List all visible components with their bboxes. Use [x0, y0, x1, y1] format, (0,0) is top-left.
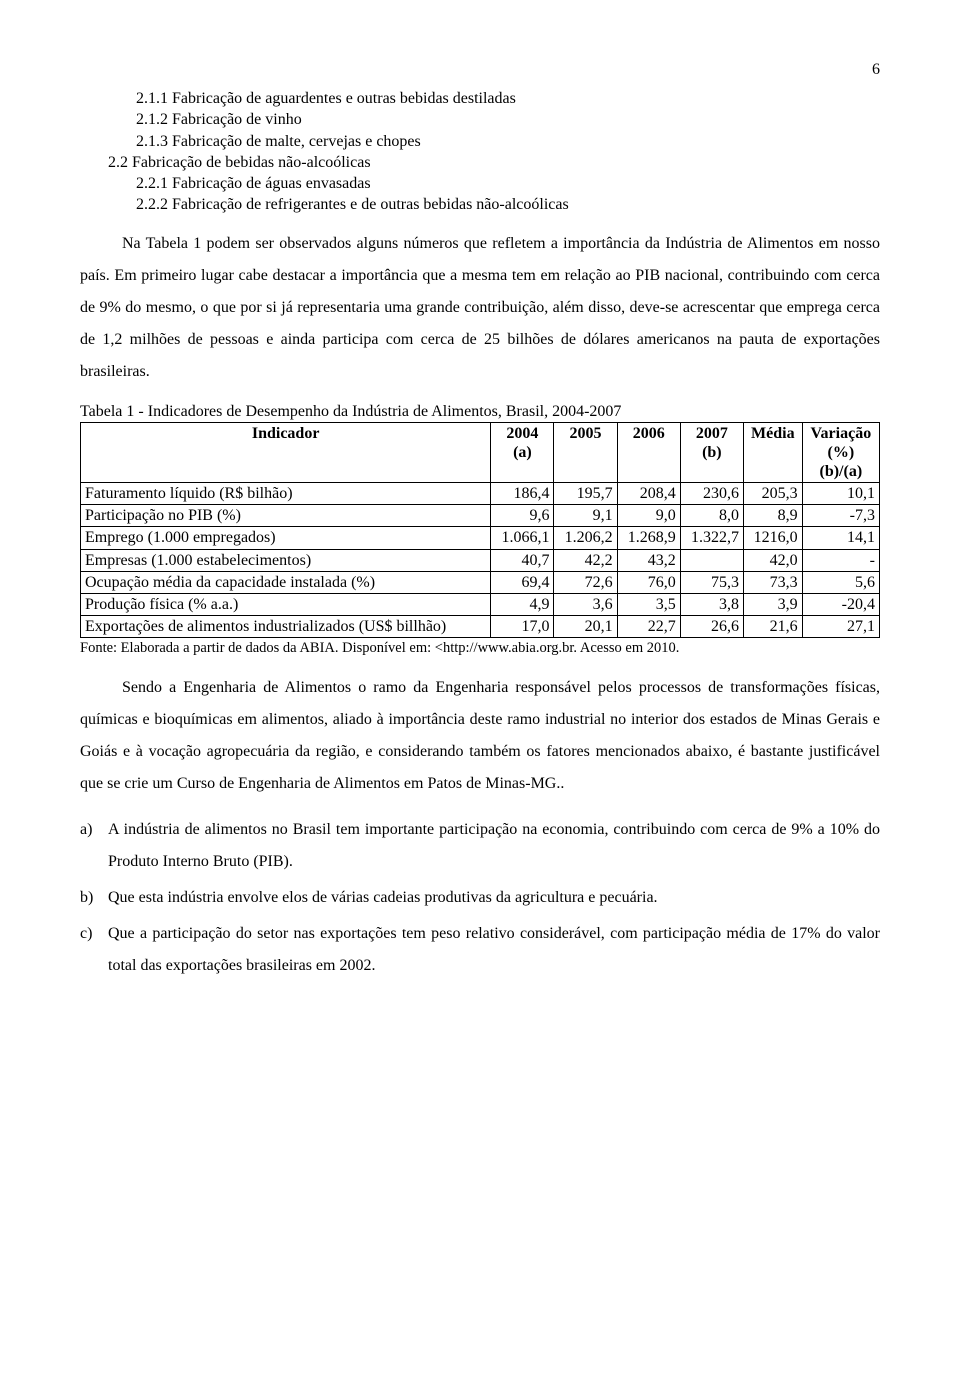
table-row: Produção física (% a.a.)4,93,63,53,83,9-… — [81, 594, 880, 616]
table-caption: Tabela 1 - Indicadores de Desempenho da … — [80, 402, 880, 421]
outline-item: 2.2.2 Fabricação de refrigerantes e de o… — [80, 195, 880, 214]
table-source-note: Fonte: Elaborada a partir de dados da AB… — [80, 640, 880, 657]
cell: 8,9 — [743, 505, 802, 527]
cell: 8,0 — [680, 505, 743, 527]
cell: 75,3 — [680, 571, 743, 593]
cell: 14,1 — [802, 527, 879, 549]
list-item-a: a)A indústria de alimentos no Brasil tem… — [80, 814, 880, 878]
cell: -20,4 — [802, 594, 879, 616]
body-paragraph: Na Tabela 1 podem ser observados alguns … — [80, 228, 880, 388]
cell: 9,1 — [554, 505, 617, 527]
cell: 1.206,2 — [554, 527, 617, 549]
outline-item: 2.2.1 Fabricação de águas envasadas — [80, 174, 880, 193]
cell: 208,4 — [617, 483, 680, 505]
cell: 9,0 — [617, 505, 680, 527]
cell: 3,9 — [743, 594, 802, 616]
cell: 205,3 — [743, 483, 802, 505]
cell: 73,3 — [743, 571, 802, 593]
col-header: 2005 — [554, 422, 617, 483]
row-label: Ocupação média da capacidade instalada (… — [81, 571, 491, 593]
cell: 3,8 — [680, 594, 743, 616]
cell: 72,6 — [554, 571, 617, 593]
col-header: Variação (%) (b)/(a) — [802, 422, 879, 483]
cell: 20,1 — [554, 616, 617, 638]
cell: 3,6 — [554, 594, 617, 616]
cell: -7,3 — [802, 505, 879, 527]
list-item-b: b)Que esta indústria envolve elos de vár… — [80, 882, 880, 914]
col-header: 2006 — [617, 422, 680, 483]
cell: 230,6 — [680, 483, 743, 505]
cell: 1.268,9 — [617, 527, 680, 549]
cell: 186,4 — [491, 483, 554, 505]
col-header: Indicador — [81, 422, 491, 483]
row-label: Produção física (% a.a.) — [81, 594, 491, 616]
row-label: Empresas (1.000 estabelecimentos) — [81, 549, 491, 571]
col-header: 2004 (a) — [491, 422, 554, 483]
list-item-c: c)Que a participação do setor nas export… — [80, 918, 880, 982]
table-row: Faturamento líquido (R$ bilhão)186,4195,… — [81, 483, 880, 505]
outline-item: 2.1.3 Fabricação de malte, cervejas e ch… — [80, 132, 880, 151]
cell: 10,1 — [802, 483, 879, 505]
table-row: Exportações de alimentos industrializado… — [81, 616, 880, 638]
table-row: Participação no PIB (%)9,69,19,08,08,9-7… — [81, 505, 880, 527]
cell: 5,6 — [802, 571, 879, 593]
cell: 1.322,7 — [680, 527, 743, 549]
cell: 3,5 — [617, 594, 680, 616]
cell: 69,4 — [491, 571, 554, 593]
cell: 1216,0 — [743, 527, 802, 549]
page-number: 6 — [80, 60, 880, 79]
table-row: Emprego (1.000 empregados)1.066,11.206,2… — [81, 527, 880, 549]
cell: 17,0 — [491, 616, 554, 638]
cell: 1.066,1 — [491, 527, 554, 549]
cell: 22,7 — [617, 616, 680, 638]
table-row: Empresas (1.000 estabelecimentos)40,742,… — [81, 549, 880, 571]
cell: 26,6 — [680, 616, 743, 638]
cell: - — [802, 549, 879, 571]
outline-item: 2.2 Fabricação de bebidas não-alcoólicas — [80, 153, 880, 172]
cell: 27,1 — [802, 616, 879, 638]
outline-item: 2.1.1 Fabricação de aguardentes e outras… — [80, 89, 880, 108]
cell: 42,0 — [743, 549, 802, 571]
row-label: Faturamento líquido (R$ bilhão) — [81, 483, 491, 505]
outline-item: 2.1.2 Fabricação de vinho — [80, 110, 880, 129]
cell: 43,2 — [617, 549, 680, 571]
row-label: Exportações de alimentos industrializado… — [81, 616, 491, 638]
cell: 9,6 — [491, 505, 554, 527]
cell: 4,9 — [491, 594, 554, 616]
cell: 76,0 — [617, 571, 680, 593]
row-label: Participação no PIB (%) — [81, 505, 491, 527]
col-header: 2007 (b) — [680, 422, 743, 483]
row-label: Emprego (1.000 empregados) — [81, 527, 491, 549]
cell: 21,6 — [743, 616, 802, 638]
indicators-table: Indicador 2004 (a) 2005 2006 2007 (b) Mé… — [80, 422, 880, 639]
table-row: Ocupação média da capacidade instalada (… — [81, 571, 880, 593]
cell — [680, 549, 743, 571]
body-paragraph: Sendo a Engenharia de Alimentos o ramo d… — [80, 672, 880, 800]
cell: 42,2 — [554, 549, 617, 571]
cell: 40,7 — [491, 549, 554, 571]
cell: 195,7 — [554, 483, 617, 505]
col-header: Média — [743, 422, 802, 483]
